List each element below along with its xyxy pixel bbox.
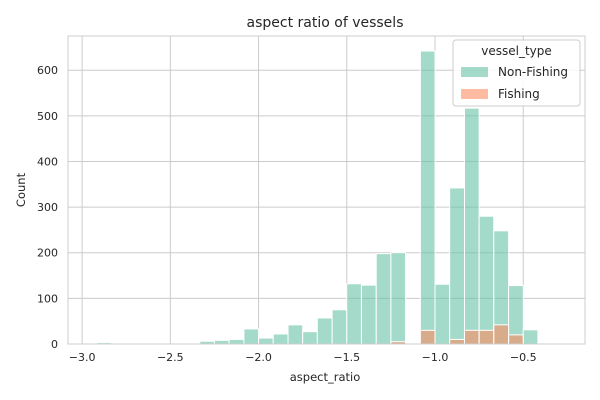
histogram-bar [522, 329, 539, 345]
y-axis-ticks: 0 100 200 300 400 500 600 [37, 64, 58, 351]
legend-entry-label: Fishing [498, 87, 540, 101]
y-tick-label: 600 [37, 64, 58, 77]
histogram-bar [478, 215, 495, 345]
series-non-fishing [96, 50, 554, 345]
histogram-bar [434, 283, 451, 345]
histogram-bar [419, 50, 436, 345]
histogram-bar [463, 107, 480, 345]
histogram-bar [258, 337, 274, 345]
x-tick-label: −2.5 [157, 351, 184, 364]
histogram-bar [449, 187, 465, 345]
x-tick-label: −3.0 [69, 351, 96, 364]
histogram-bar [213, 339, 230, 345]
histogram-bar [478, 329, 495, 345]
legend-entry-label: Non-Fishing [498, 65, 568, 79]
histogram-bar [331, 309, 348, 345]
x-axis-ticks: −3.0 −2.5 −2.0 −1.5 −1.0 −0.5 [69, 351, 537, 364]
plot-border [67, 35, 586, 345]
legend-swatch [461, 67, 488, 77]
histogram-bar [508, 334, 524, 345]
histogram-bar [346, 283, 362, 345]
chart-title: aspect ratio of vessels [247, 15, 404, 31]
histogram-bar [493, 324, 510, 345]
x-tick-label: −2.0 [245, 351, 272, 364]
bars [96, 50, 554, 345]
histogram-bar [419, 329, 436, 345]
histogram-bar [360, 284, 377, 345]
y-tick-label: 500 [37, 110, 58, 123]
histogram-bar [228, 338, 245, 345]
histogram-bar [287, 324, 304, 345]
histogram-bar [390, 252, 407, 345]
x-tick-label: −1.0 [422, 351, 449, 364]
y-tick-label: 300 [37, 201, 58, 214]
legend-title: vessel_type [481, 44, 552, 58]
histogram-bar [302, 331, 318, 345]
y-tick-label: 0 [51, 338, 58, 351]
y-axis-label: Count [14, 172, 28, 207]
series-fishing [390, 324, 524, 345]
x-axis-label: aspect_ratio [290, 370, 361, 384]
x-tick-label: −0.5 [510, 351, 537, 364]
legend: vessel_type Non-Fishing Fishing [452, 39, 581, 107]
histogram-bar [463, 329, 480, 345]
histogram-bar [316, 317, 333, 345]
histogram-bar [272, 333, 289, 345]
histogram-bar [375, 253, 392, 345]
axes-frame [67, 35, 586, 345]
x-tick-label: −1.5 [333, 351, 360, 364]
histogram-bar [449, 338, 465, 345]
y-tick-label: 200 [37, 247, 58, 260]
y-tick-label: 100 [37, 292, 58, 305]
histogram-bar [243, 328, 260, 345]
y-tick-label: 400 [37, 155, 58, 168]
legend-swatch [461, 89, 488, 99]
